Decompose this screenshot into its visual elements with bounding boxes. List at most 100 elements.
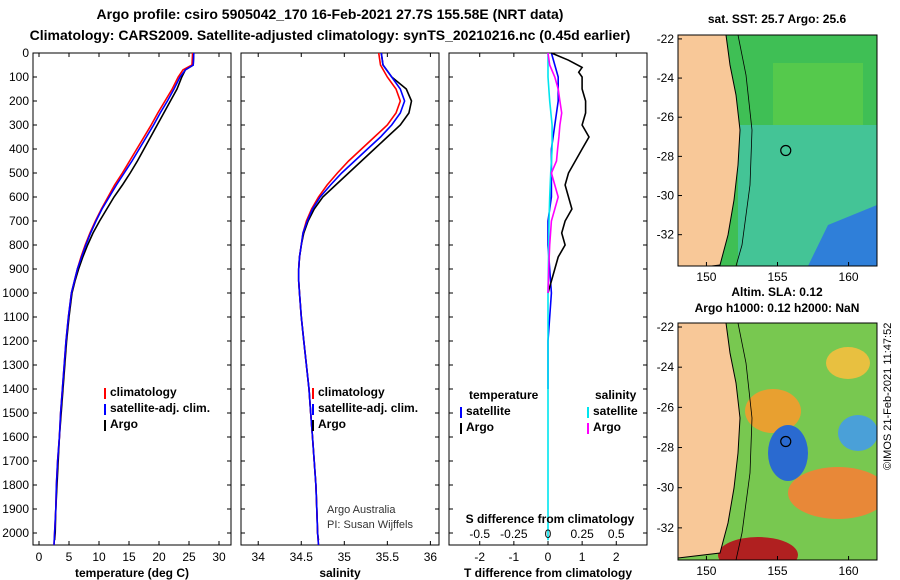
map-lon-label: 150	[696, 564, 716, 578]
x-tick-label: -2	[474, 550, 485, 564]
depth-tick-label: 0	[22, 46, 29, 60]
sla-eddy-warm	[718, 537, 798, 560]
map-lon-label: 150	[696, 270, 716, 284]
map-lat-label: -30	[657, 189, 675, 203]
sst-cold-water	[808, 205, 877, 266]
depth-tick-label: 900	[9, 262, 29, 276]
sst-warm-patch	[773, 63, 863, 125]
s-tick-label: -0.5	[469, 527, 490, 541]
depth-tick-label: 700	[9, 214, 29, 228]
series-line-s-satellite	[547, 53, 553, 541]
sla-eddy-warm	[826, 347, 870, 379]
plot-frame	[240, 52, 440, 546]
sla-eddy-warm	[788, 467, 877, 519]
sla-map-title-2: Argo h1000: 0.12 h2000: NaN	[694, 301, 860, 315]
depth-tick-label: 1600	[2, 430, 29, 444]
map-lat-label: -24	[657, 360, 675, 374]
legend-label: satellite-adj. clim.	[318, 401, 418, 415]
x-tick-label: -1	[509, 550, 520, 564]
legend-label: Argo	[593, 420, 621, 434]
sla-eddy-cold	[838, 415, 877, 451]
legend-header-temperature: temperature	[469, 388, 539, 402]
depth-tick-label: 1200	[2, 334, 29, 348]
sst-map: -22 -24 -26 -28 -30 -32 150 155 160	[657, 32, 878, 284]
x-tick-label: 30	[212, 550, 226, 564]
map-lon-label: 160	[839, 270, 859, 284]
depth-tick-label: 300	[9, 118, 29, 132]
panel-salinity-profile: 34 34.5 35 35.5 36 salinity climatology satelli…	[240, 52, 440, 580]
depth-tick-label: 1300	[2, 358, 29, 372]
map-lat-label: -28	[657, 149, 675, 163]
map-lat-label: -30	[657, 481, 675, 495]
sla-map: -22 -24 -26 -28 -30 -32 150 155 160	[657, 320, 878, 578]
sla-eddy-cold	[768, 425, 808, 481]
map-lat-label: -28	[657, 441, 675, 455]
sla-eddy-warm	[745, 389, 801, 433]
climatology-title: Climatology: CARS2009. Satellite-adjuste…	[29, 27, 631, 43]
map-lat-label: -22	[657, 320, 675, 334]
depth-tick-label: 800	[9, 238, 29, 252]
s-tick-label: 0.5	[608, 527, 625, 541]
depth-tick-label: 1000	[2, 286, 29, 300]
depth-tick-label: 1800	[2, 478, 29, 492]
legend-label: climatology	[110, 385, 177, 399]
depth-tick-label: 100	[9, 70, 29, 84]
credit-text: Argo Australia	[327, 504, 396, 516]
legend-label: satellite	[466, 404, 511, 418]
s-axis-label: S difference from climatology	[466, 512, 635, 526]
series-line-satellite-adj-clim-	[53, 52, 195, 546]
x-tick-label: 34.5	[290, 550, 314, 564]
x-tick-label: 2	[613, 550, 620, 564]
x-tick-label: 25	[182, 550, 196, 564]
map-lat-label: -32	[657, 521, 675, 535]
map-lon-label: 155	[767, 564, 787, 578]
profile-title: Argo profile: csiro 5905042_170 16-Feb-2…	[96, 6, 564, 22]
map-lat-label: -26	[657, 110, 675, 124]
depth-tick-label: 400	[9, 142, 29, 156]
sst-map-title: sat. SST: 25.7 Argo: 25.6	[707, 12, 847, 26]
legend-label: satellite-adj. clim.	[110, 401, 210, 415]
x-tick-label: 34	[252, 550, 266, 564]
depth-tick-label: 1900	[2, 502, 29, 516]
x-tick-label: 1	[579, 550, 586, 564]
argo-float-marker	[780, 144, 792, 157]
x-axis-label: salinity	[319, 566, 361, 580]
s-tick-label: -0.25	[500, 527, 528, 541]
depth-tick-label: 200	[9, 94, 29, 108]
legend-label: Argo	[466, 420, 494, 434]
map-lon-label: 155	[767, 270, 787, 284]
map-lat-label: -26	[657, 400, 675, 414]
legend-label: Argo	[318, 417, 346, 431]
x-tick-label: 10	[92, 550, 106, 564]
map-lat-label: -32	[657, 228, 675, 242]
x-tick-label: 36	[424, 550, 438, 564]
argo-float-marker	[780, 435, 792, 448]
legend-label: Argo	[110, 417, 138, 431]
depth-tick-label: 1400	[2, 382, 29, 396]
x-tick-label: 35.5	[376, 550, 400, 564]
sst-map-field	[678, 35, 877, 266]
land-australia	[678, 35, 741, 266]
legend-label: satellite	[593, 404, 638, 418]
shelf-contour	[735, 35, 753, 266]
x-tick-label: 35	[338, 550, 352, 564]
x-tick-label: 0	[545, 550, 552, 564]
sla-map-title-1: Altim. SLA: 0.12	[731, 285, 823, 299]
depth-tick-label: 600	[9, 190, 29, 204]
x-tick-label: 15	[122, 550, 136, 564]
legend-header-salinity: salinity	[595, 388, 637, 402]
depth-tick-label: 500	[9, 166, 29, 180]
legend-label: climatology	[318, 385, 385, 399]
map-lon-label: 160	[839, 564, 859, 578]
land-australia	[678, 323, 741, 559]
imos-timestamp: ©IMOS 21-Feb-2021 11:47:52	[882, 322, 894, 470]
map-lat-label: -24	[657, 71, 675, 85]
depth-tick-label: 1700	[2, 454, 29, 468]
s-tick-label: 0.25	[570, 527, 594, 541]
panel-temperature-profile: 0 5 10 15 20 25 30 temperature (deg C) climatolo…	[32, 52, 232, 580]
x-axis-label: T difference from climatology	[464, 566, 632, 580]
credit-text: PI: Susan Wijffels	[327, 519, 413, 531]
x-tick-label: 0	[36, 550, 43, 564]
series-line-t-argo	[547, 52, 590, 294]
depth-tick-label: 1100	[3, 310, 29, 324]
